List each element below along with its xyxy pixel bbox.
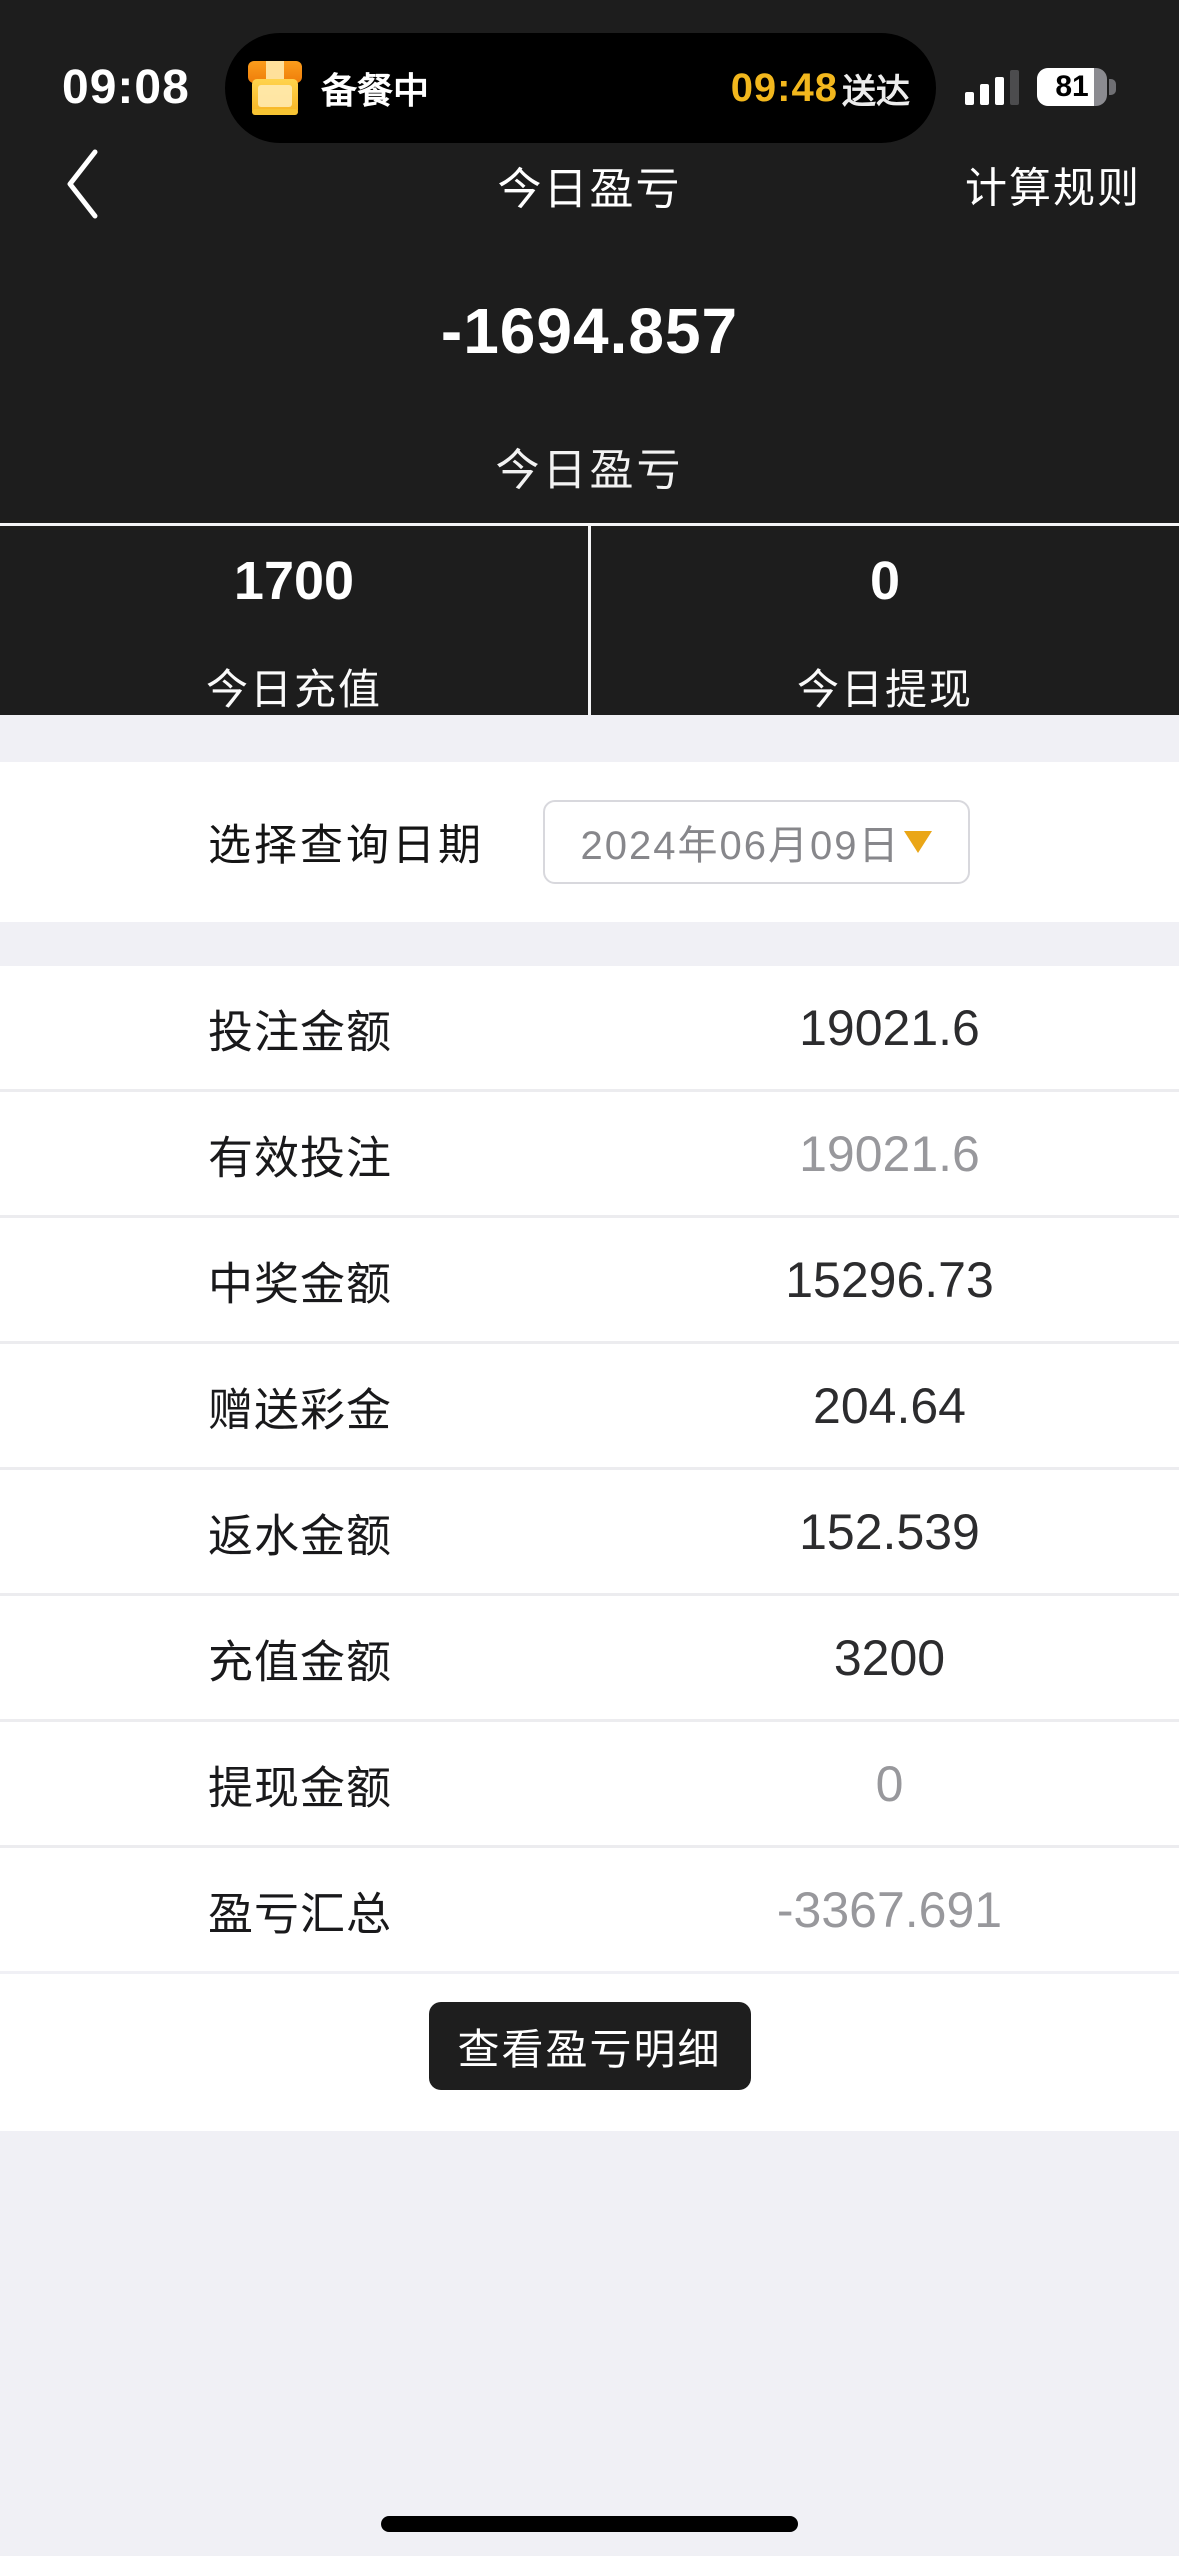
delivery-eta-time: 09:48 — [730, 65, 838, 110]
date-select-dropdown[interactable]: 2024年06月09日 — [543, 800, 970, 884]
today-stats-section: 1700 今日充值 0 今日提现 — [0, 526, 1179, 715]
row-value: 152.539 — [799, 1503, 980, 1560]
row-label: 返水金额 — [208, 1510, 393, 1561]
home-indicator[interactable] — [381, 2516, 798, 2532]
page-title: 今日盈亏 — [497, 165, 682, 214]
caret-down-icon — [904, 831, 933, 853]
row-value: 19021.6 — [799, 999, 980, 1056]
signal-bar — [995, 77, 1004, 105]
row-value: 204.64 — [813, 1377, 966, 1434]
chevron-left-icon — [67, 149, 98, 219]
table-row: 提现金额 0 — [0, 1722, 1179, 1845]
today-withdraw-label: 今日提现 — [796, 666, 973, 713]
button-band: 查看盈亏明细 — [0, 1974, 1179, 2131]
row-label: 中奖金额 — [208, 1258, 393, 1309]
battery-fill — [1037, 68, 1094, 106]
row-label: 盈亏汇总 — [208, 1888, 393, 1939]
table-row: 盈亏汇总 -3367.691 — [0, 1848, 1179, 1971]
row-value: 0 — [875, 1755, 904, 1812]
signal-bar — [980, 84, 989, 105]
today-withdraw-cell: 0 今日提现 — [591, 526, 1179, 715]
header-section: 09:08 — [0, 0, 1179, 523]
today-deposit-label: 今日充值 — [205, 666, 382, 713]
row-label: 充值金额 — [208, 1636, 393, 1687]
header-divider — [0, 523, 1179, 526]
row-value: -3367.691 — [776, 1881, 1003, 1938]
dynamic-island-live-activity[interactable]: 备餐中 09:48 送达 — [225, 33, 936, 143]
table-row: 投注金额 19021.6 — [0, 966, 1179, 1089]
table-row: 充值金额 3200 — [0, 1596, 1179, 1719]
date-select-value: 2024年06月09日 — [580, 824, 901, 868]
today-pl-label: 今日盈亏 — [495, 446, 684, 495]
status-bar-time: 09:08 — [62, 61, 190, 114]
signal-bar — [1010, 70, 1019, 105]
today-deposit-value: 1700 — [233, 551, 355, 611]
calculation-rules-link[interactable]: 计算规则 — [964, 164, 1141, 212]
delivery-status-text: 备餐中 — [321, 70, 430, 111]
date-filter-label: 选择查询日期 — [208, 822, 484, 870]
takeout-box-icon — [245, 59, 305, 117]
view-pl-details-button[interactable]: 查看盈亏明细 — [428, 2002, 751, 2090]
date-filter-row: 选择查询日期 2024年06月09日 — [0, 762, 1179, 922]
cellular-signal-icon — [965, 70, 1019, 105]
table-row: 赠送彩金 204.64 — [0, 1344, 1179, 1467]
pl-details-table: 投注金额 19021.6 有效投注 19021.6 中奖金额 15296.73 … — [0, 966, 1179, 1971]
nav-bar: 今日盈亏 计算规则 — [0, 130, 1179, 240]
battery-icon: 81 — [1037, 68, 1107, 106]
battery-percent-label: 81 — [1055, 70, 1089, 103]
today-pl-amount: -1694.857 — [440, 295, 739, 367]
delivery-eta-suffix: 送达 — [842, 72, 910, 111]
today-deposit-cell: 1700 今日充值 — [0, 526, 588, 715]
back-button[interactable] — [62, 146, 102, 222]
table-row: 有效投注 19021.6 — [0, 1092, 1179, 1215]
row-label: 提现金额 — [208, 1762, 393, 1813]
row-value: 19021.6 — [799, 1125, 980, 1182]
stats-divider — [588, 526, 591, 715]
row-label: 有效投注 — [208, 1132, 393, 1183]
row-label: 赠送彩金 — [208, 1384, 393, 1435]
table-row: 中奖金额 15296.73 — [0, 1218, 1179, 1341]
row-value: 15296.73 — [785, 1251, 994, 1308]
signal-bar — [965, 92, 974, 105]
row-value: 3200 — [833, 1629, 946, 1686]
today-withdraw-value: 0 — [869, 551, 901, 611]
battery-cap — [1109, 79, 1116, 95]
table-row: 返水金额 152.539 — [0, 1470, 1179, 1593]
row-label: 投注金额 — [208, 1006, 393, 1057]
